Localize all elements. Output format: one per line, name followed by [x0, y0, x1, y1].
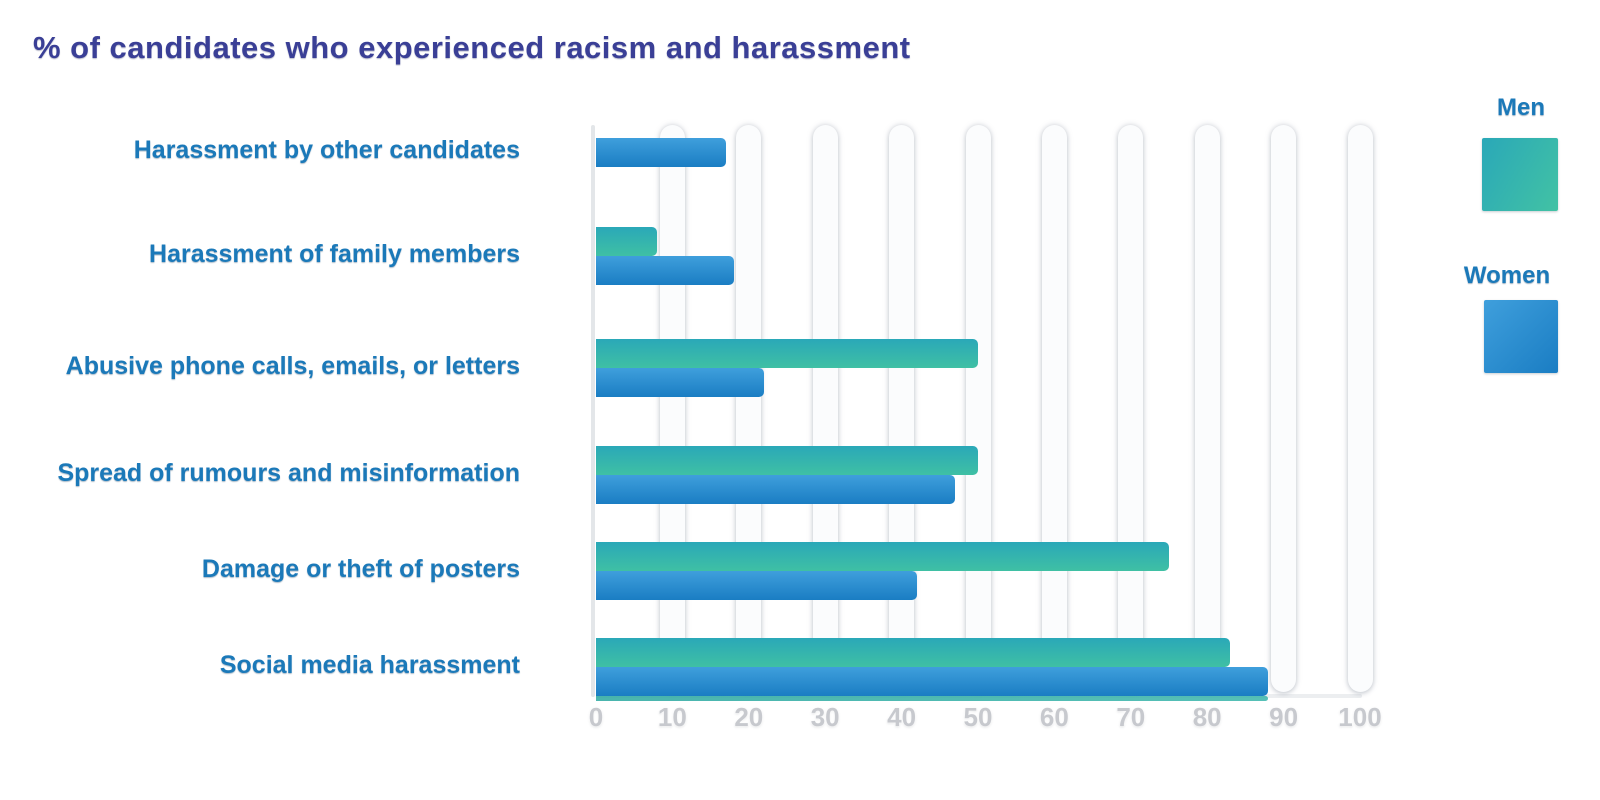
- women-bar: [596, 667, 1269, 696]
- category-label: Social media harassment: [219, 651, 520, 679]
- gridline-10: [659, 125, 685, 692]
- gridline-60: [1041, 125, 1067, 692]
- gridline-90: [1271, 125, 1297, 692]
- men-bar: [596, 227, 658, 256]
- gridline-70: [1118, 125, 1144, 692]
- tick-label-60: 60: [1039, 702, 1069, 732]
- women-bar: [596, 137, 726, 167]
- tick-label-30: 30: [810, 702, 840, 732]
- category-label: Harassment of family members: [149, 240, 520, 268]
- men-color-swatch: [1482, 138, 1558, 211]
- men-bar: [596, 542, 1169, 571]
- gridline-100: [1347, 125, 1373, 692]
- men-bar: [596, 339, 978, 368]
- women-bar: [596, 475, 956, 504]
- women-bar: [596, 368, 765, 397]
- men-bar: [596, 638, 1231, 667]
- chart-title: % of candidates who experienced racism a…: [33, 30, 911, 65]
- tick-label-80: 80: [1192, 702, 1222, 732]
- category-label: Abusive phone calls, emails, or letters: [65, 352, 520, 380]
- category-label: Spread of rumours and misinformation: [57, 459, 520, 487]
- gridline-30: [812, 125, 838, 692]
- legend-women-label: Women: [1463, 262, 1551, 289]
- category-label: Harassment by other candidates: [133, 136, 520, 164]
- tick-label-70: 70: [1116, 702, 1146, 732]
- gridline-20: [736, 125, 762, 692]
- tick-label-90: 90: [1269, 702, 1299, 732]
- category-label: Damage or theft of posters: [201, 555, 520, 583]
- women-bar: [596, 256, 734, 285]
- gridline-40: [889, 125, 915, 692]
- y-axis-line: [591, 125, 595, 697]
- tick-label-100: 100: [1338, 702, 1382, 732]
- gridline-50: [965, 125, 991, 692]
- tick-label-10: 10: [657, 702, 687, 732]
- tick-label-0: 0: [588, 702, 604, 732]
- tick-label-20: 20: [734, 702, 764, 732]
- tick-label-40: 40: [887, 702, 917, 732]
- gridline-80: [1194, 125, 1220, 692]
- legend-men-label: Men: [1497, 94, 1545, 121]
- men-bar: [596, 446, 978, 475]
- bar-underline: [596, 696, 1269, 701]
- women-color-swatch: [1484, 300, 1558, 373]
- tick-label-50: 50: [963, 702, 993, 732]
- women-bar: [596, 571, 917, 600]
